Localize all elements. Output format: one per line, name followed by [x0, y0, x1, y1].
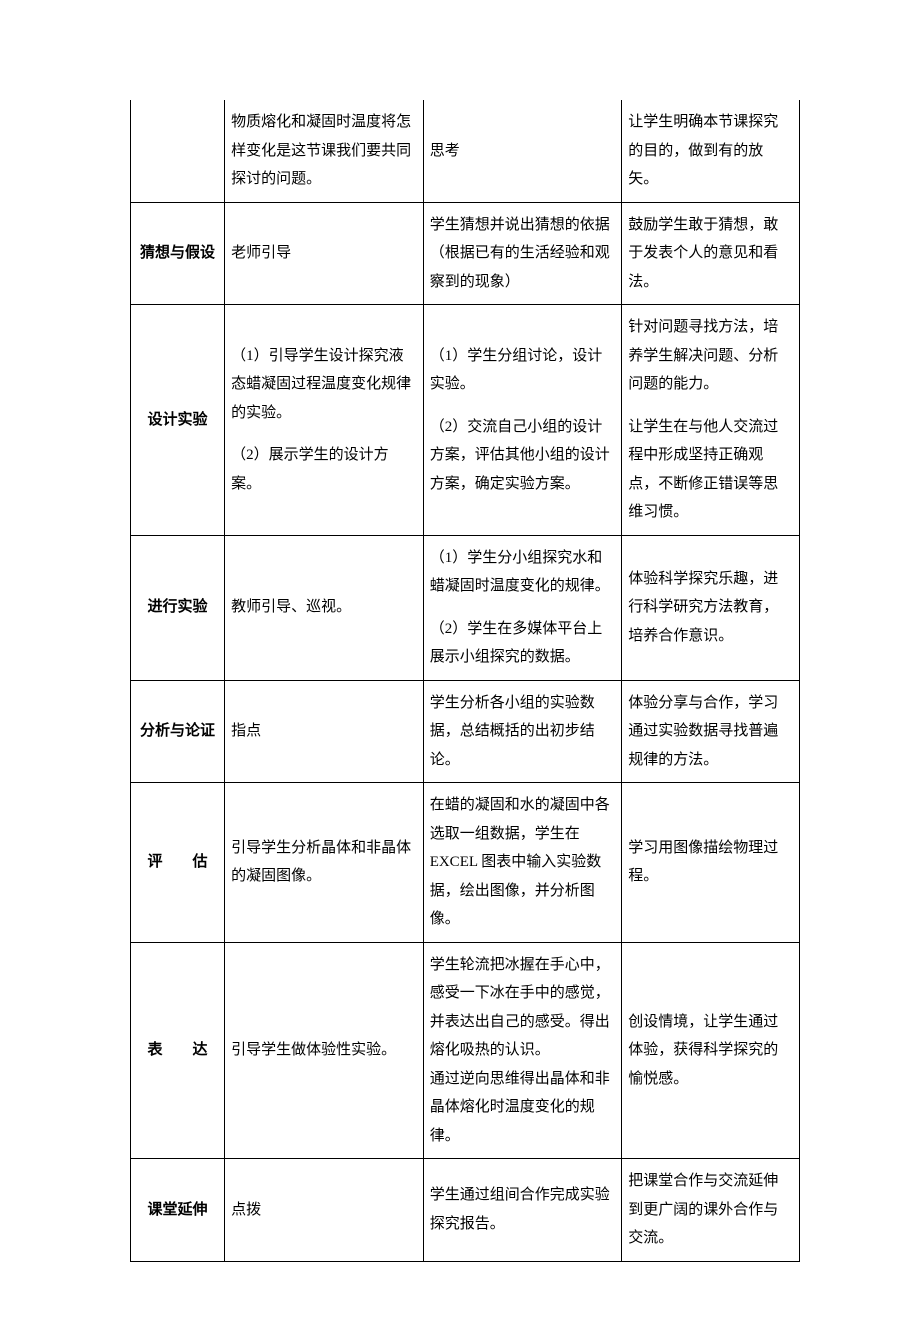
cell-stage: 表 达	[131, 942, 225, 1159]
cell-teacher: 引导学生分析晶体和非晶体的凝固图像。	[225, 783, 424, 943]
cell-stage: 课堂延伸	[131, 1159, 225, 1262]
document-page: 物质熔化和凝固时温度将怎样变化是这节课我们要共同探讨的问题。 思考 让学生明确本…	[0, 0, 920, 1322]
cell-stage: 进行实验	[131, 535, 225, 680]
cell-student: 在蜡的凝固和水的凝固中各选取一组数据，学生在 EXCEL 图表中输入实验数据，绘…	[423, 783, 622, 943]
cell-teacher: （1）引导学生设计探究液态蜡凝固过程温度变化规律的实验。 （2）展示学生的设计方…	[225, 305, 424, 536]
cell-teacher: 老师引导	[225, 202, 424, 305]
cell-student: 思考	[423, 100, 622, 202]
table-row: 设计实验 （1）引导学生设计探究液态蜡凝固过程温度变化规律的实验。 （2）展示学…	[131, 305, 800, 536]
cell-student: 学生猜想并说出猜想的依据（根据已有的生活经验和观察到的现象）	[423, 202, 622, 305]
cell-stage	[131, 100, 225, 202]
table-row: 猜想与假设 老师引导 学生猜想并说出猜想的依据（根据已有的生活经验和观察到的现象…	[131, 202, 800, 305]
cell-teacher: 指点	[225, 680, 424, 783]
cell-stage: 猜想与假设	[131, 202, 225, 305]
cell-teacher: 物质熔化和凝固时温度将怎样变化是这节课我们要共同探讨的问题。	[225, 100, 424, 202]
cell-stage: 分析与论证	[131, 680, 225, 783]
para: （2）交流自己小组的设计方案，评估其他小组的设计方案，确定实验方案。	[430, 413, 616, 499]
cell-stage: 设计实验	[131, 305, 225, 536]
para: （1）引导学生设计探究液态蜡凝固过程温度变化规律的实验。	[231, 342, 417, 428]
para: （2）展示学生的设计方案。	[231, 441, 417, 498]
para: （2）学生在多媒体平台上展示小组探究的数据。	[430, 615, 616, 672]
cell-intent: 体验科学探究乐趣，进行科学研究方法教育，培养合作意识。	[622, 535, 800, 680]
cell-student: 学生分析各小组的实验数据，总结概括的出初步结论。	[423, 680, 622, 783]
para: （1）学生分组讨论，设计实验。	[430, 342, 616, 399]
cell-intent: 创设情境，让学生通过体验，获得科学探究的愉悦感。	[622, 942, 800, 1159]
cell-teacher: 教师引导、巡视。	[225, 535, 424, 680]
cell-student: （1）学生分组讨论，设计实验。 （2）交流自己小组的设计方案，评估其他小组的设计…	[423, 305, 622, 536]
cell-intent: 把课堂合作与交流延伸到更广阔的课外合作与交流。	[622, 1159, 800, 1262]
cell-student: 学生轮流把冰握在手心中，感受一下冰在手中的感觉，并表达出自己的感受。得出熔化吸热…	[423, 942, 622, 1159]
cell-student: （1）学生分小组探究水和蜡凝固时温度变化的规律。 （2）学生在多媒体平台上展示小…	[423, 535, 622, 680]
para: （1）学生分小组探究水和蜡凝固时温度变化的规律。	[430, 544, 616, 601]
cell-intent: 鼓励学生敢于猜想，敢于发表个人的意见和看法。	[622, 202, 800, 305]
cell-intent: 让学生明确本节课探究的目的，做到有的放矢。	[622, 100, 800, 202]
cell-intent: 学习用图像描绘物理过程。	[622, 783, 800, 943]
table-row: 物质熔化和凝固时温度将怎样变化是这节课我们要共同探讨的问题。 思考 让学生明确本…	[131, 100, 800, 202]
table-row: 表 达 引导学生做体验性实验。 学生轮流把冰握在手心中，感受一下冰在手中的感觉，…	[131, 942, 800, 1159]
cell-intent: 体验分享与合作，学习通过实验数据寻找普遍规律的方法。	[622, 680, 800, 783]
para: 针对问题寻找方法，培养学生解决问题、分析问题的能力。	[628, 313, 793, 399]
para: 让学生在与他人交流过程中形成坚持正确观点，不断修正错误等思维习惯。	[628, 413, 793, 527]
table-row: 进行实验 教师引导、巡视。 （1）学生分小组探究水和蜡凝固时温度变化的规律。 （…	[131, 535, 800, 680]
lesson-plan-table: 物质熔化和凝固时温度将怎样变化是这节课我们要共同探讨的问题。 思考 让学生明确本…	[130, 100, 800, 1262]
cell-teacher: 引导学生做体验性实验。	[225, 942, 424, 1159]
cell-student: 学生通过组间合作完成实验探究报告。	[423, 1159, 622, 1262]
table-row: 评 估 引导学生分析晶体和非晶体的凝固图像。 在蜡的凝固和水的凝固中各选取一组数…	[131, 783, 800, 943]
table-row: 课堂延伸 点拨 学生通过组间合作完成实验探究报告。 把课堂合作与交流延伸到更广阔…	[131, 1159, 800, 1262]
cell-intent: 针对问题寻找方法，培养学生解决问题、分析问题的能力。 让学生在与他人交流过程中形…	[622, 305, 800, 536]
table-row: 分析与论证 指点 学生分析各小组的实验数据，总结概括的出初步结论。 体验分享与合…	[131, 680, 800, 783]
cell-teacher: 点拨	[225, 1159, 424, 1262]
cell-stage: 评 估	[131, 783, 225, 943]
